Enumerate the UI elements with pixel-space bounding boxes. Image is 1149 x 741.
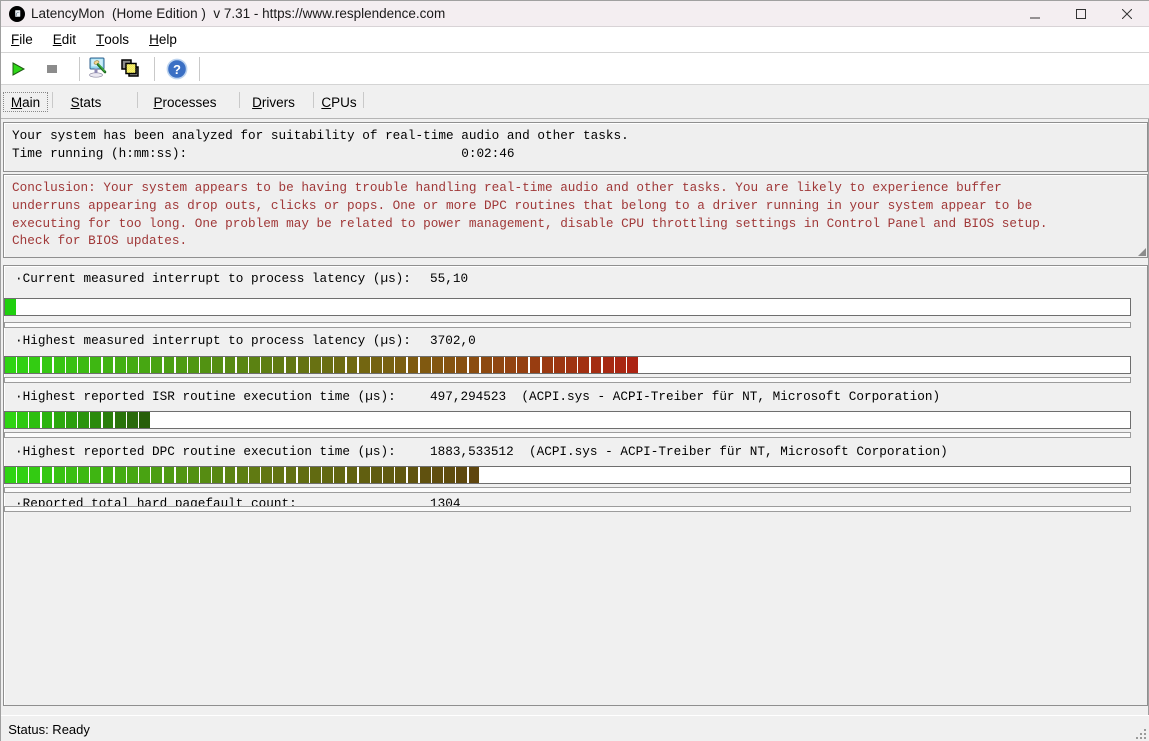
svg-text:?: ?	[173, 62, 181, 77]
